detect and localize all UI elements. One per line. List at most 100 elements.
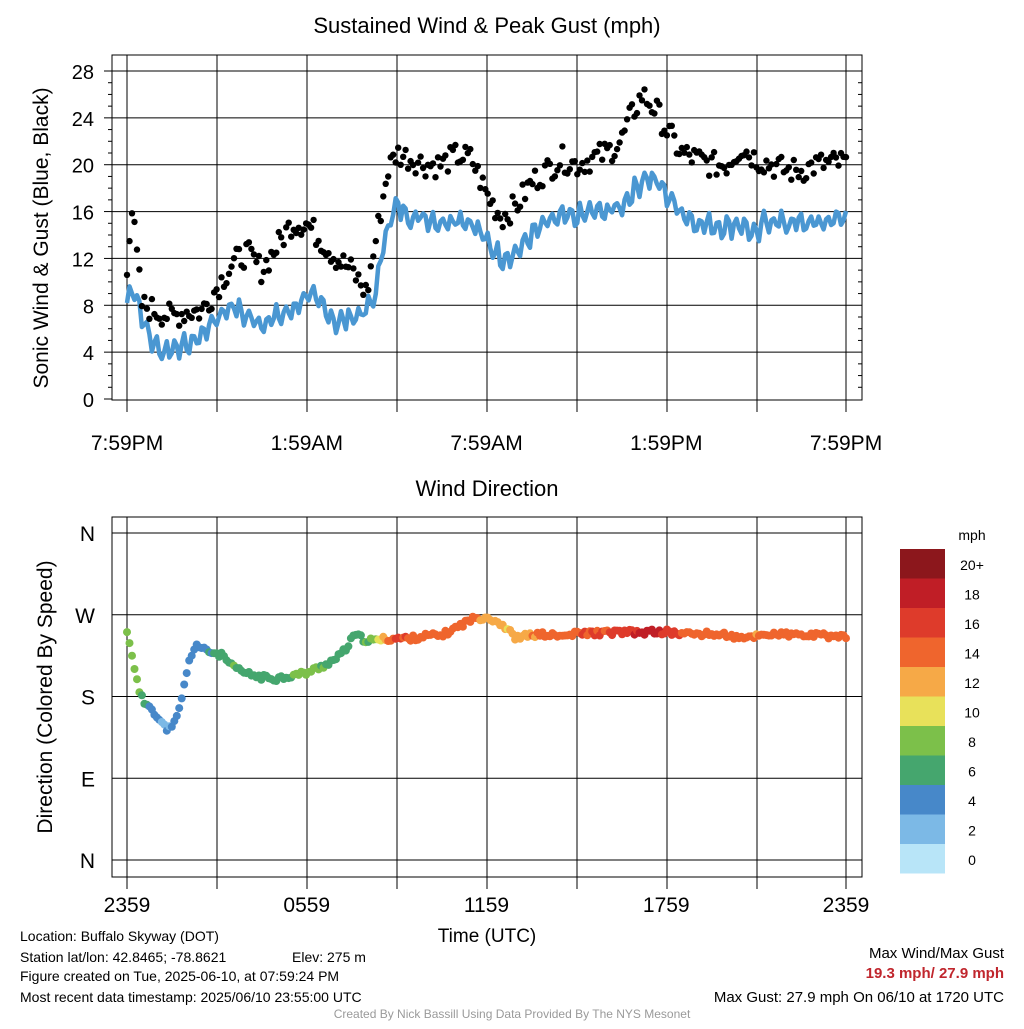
gust-point xyxy=(663,132,671,139)
colorbar-label: 6 xyxy=(968,763,976,779)
direction-point xyxy=(123,628,131,637)
gust-point xyxy=(499,223,506,231)
gust-point xyxy=(442,152,449,159)
gust-point xyxy=(798,167,805,175)
gust-point xyxy=(136,266,143,273)
gust-point xyxy=(509,193,516,200)
gust-point xyxy=(479,174,486,181)
gust-point xyxy=(636,92,643,99)
gust-point xyxy=(810,170,817,177)
wind-series xyxy=(124,170,849,362)
direction-x-tick-label: 1159 xyxy=(464,894,509,917)
gust-point xyxy=(213,286,220,293)
gust-point xyxy=(372,237,379,245)
gust-point xyxy=(332,264,340,271)
gust-point xyxy=(571,158,578,165)
gust-point xyxy=(646,102,653,109)
colorbar-swatch xyxy=(900,844,945,874)
gust-point xyxy=(263,256,270,264)
gust-point xyxy=(218,274,225,281)
gust-point xyxy=(402,146,409,154)
gust-point xyxy=(616,139,623,146)
gust-point xyxy=(350,265,357,272)
gust-point xyxy=(835,162,842,169)
direction-y-tick-label: E xyxy=(81,768,95,791)
gust-point xyxy=(516,203,524,210)
gust-point xyxy=(651,110,658,117)
colorbar-swatch xyxy=(900,726,945,756)
gust-point xyxy=(248,245,255,253)
gust-point xyxy=(686,151,693,158)
gust-point xyxy=(370,253,377,260)
speed-ticks: 0 4 8 12 16 20 24 28 7:59PM 1:59AM 7:59AM 1:59PM 7:5… xyxy=(72,62,882,455)
direction-series xyxy=(123,612,850,735)
gust-point xyxy=(193,306,200,313)
gust-point xyxy=(203,300,210,308)
gust-point xyxy=(559,143,566,150)
gust-point xyxy=(352,277,360,284)
colorbar-swatch xyxy=(900,785,945,815)
gust-point xyxy=(541,162,549,169)
speed-x-tick-label: 1:59PM xyxy=(630,432,702,455)
gust-point xyxy=(375,212,382,220)
gust-point xyxy=(260,268,267,276)
gust-point xyxy=(253,258,260,266)
gust-point xyxy=(803,175,810,182)
gust-point xyxy=(176,322,183,329)
speed-x-tick-label: 7:59PM xyxy=(810,432,882,455)
colorbar-label: 20+ xyxy=(960,557,984,573)
gust-point xyxy=(198,305,205,313)
gust-point xyxy=(250,251,258,258)
gust-point xyxy=(579,159,586,167)
station-text: Station lat/lon: 42.8465; -78.8621 xyxy=(20,949,227,965)
gust-point xyxy=(469,160,476,168)
gust-point xyxy=(225,270,233,277)
gust-point xyxy=(681,149,688,156)
gust-point xyxy=(623,116,631,123)
gust-point xyxy=(795,173,802,181)
direction-point xyxy=(128,651,136,660)
gust-point xyxy=(298,231,305,238)
gust-point xyxy=(467,145,474,153)
gust-point xyxy=(380,193,387,200)
gust-point xyxy=(820,164,827,172)
gust-point xyxy=(596,140,603,148)
colorbar-swatch xyxy=(900,755,945,785)
colorbar-label: 18 xyxy=(964,586,980,602)
gust-point xyxy=(494,209,501,217)
gust-point xyxy=(608,157,616,165)
gust-point xyxy=(621,127,628,134)
gust-point xyxy=(551,173,559,180)
direction-point xyxy=(182,669,191,678)
gust-point xyxy=(432,174,439,181)
gust-point xyxy=(377,217,384,225)
gust-point xyxy=(235,245,243,253)
gust-point xyxy=(521,195,529,203)
gust-point xyxy=(278,234,285,241)
direction-point xyxy=(172,711,181,720)
gust-point xyxy=(414,159,422,166)
colorbar-label: 0 xyxy=(968,852,976,868)
speed-y-tick-label: 0 xyxy=(83,390,94,412)
gust-point xyxy=(337,263,345,270)
gust-point xyxy=(842,153,850,161)
gust-point xyxy=(143,305,151,312)
recent-data-text: Most recent data timestamp: 2025/06/10 2… xyxy=(20,989,362,1005)
gust-point xyxy=(362,281,369,289)
gust-point xyxy=(723,170,730,177)
colorbar-unit: mph xyxy=(958,527,985,543)
max-values-text: 19.3 mph/ 27.9 mph xyxy=(865,965,1004,982)
gust-point xyxy=(743,148,750,155)
gust-series xyxy=(123,86,850,329)
gust-point xyxy=(409,161,417,169)
direction-ticks: N E S W N 2359 0559 1159 1759 2359 xyxy=(75,523,869,917)
direction-y-tick-label: W xyxy=(75,605,95,628)
colorbar-label: 10 xyxy=(964,704,980,720)
gust-point xyxy=(683,143,690,151)
gust-point xyxy=(788,176,795,183)
speed-colorbar: 20+ 18 16 14 12 10 8 6 4 2 0 xyxy=(900,549,984,874)
gust-point xyxy=(556,162,564,169)
speed-y-tick-label: 8 xyxy=(83,296,94,318)
direction-point xyxy=(842,634,850,643)
